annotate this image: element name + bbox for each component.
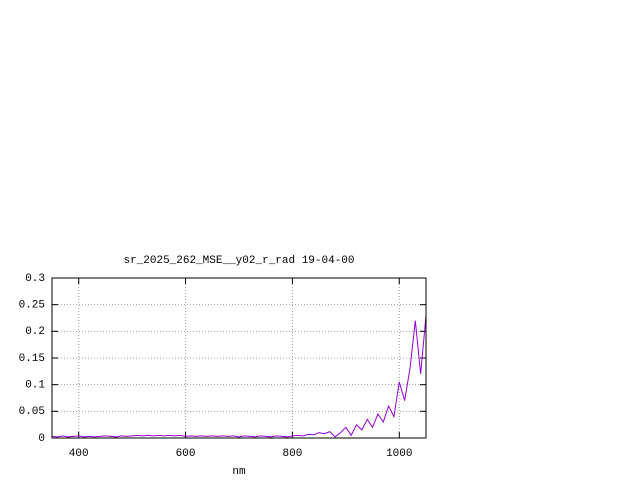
chart-title: sr_2025_262_MSE__y02_r_rad 19-04-00 bbox=[123, 255, 354, 267]
x-axis-label: nm bbox=[232, 466, 246, 478]
data-line bbox=[51, 315, 427, 438]
y-tick-label: 0.3 bbox=[25, 273, 45, 285]
y-tick-label: 0.1 bbox=[25, 380, 45, 392]
x-tick-label: 800 bbox=[283, 448, 303, 460]
y-tick-label: 0.2 bbox=[25, 326, 45, 338]
x-tick-label: 600 bbox=[176, 448, 196, 460]
y-tick-label: 0.25 bbox=[19, 300, 45, 312]
y-tick-label: 0.15 bbox=[19, 353, 45, 365]
y-tick-label: 0.05 bbox=[19, 406, 45, 418]
y-tick-label: 0 bbox=[38, 433, 45, 445]
x-tick-label: 1000 bbox=[386, 448, 412, 460]
plot-border bbox=[51, 277, 427, 439]
x-tick-label: 400 bbox=[69, 448, 89, 460]
